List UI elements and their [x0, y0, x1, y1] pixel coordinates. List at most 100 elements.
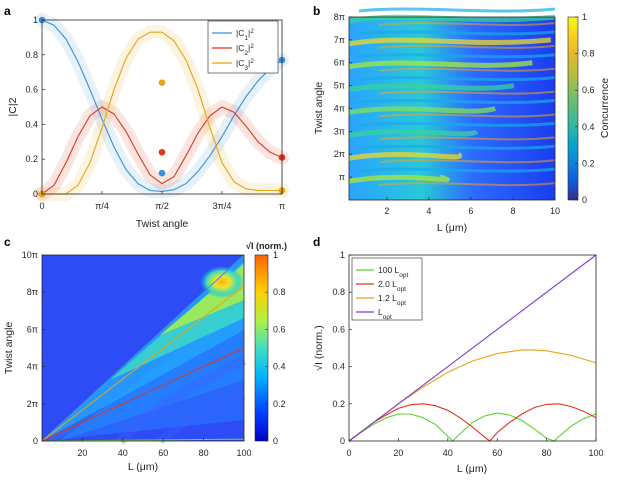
concurrence-band — [358, 7, 556, 13]
series-line — [348, 412, 597, 442]
colorbar-label-b: Concurrence — [599, 78, 611, 138]
colorbar-b — [567, 16, 579, 201]
panel-label-a: a — [4, 4, 11, 18]
y-tick-label: 0 — [33, 189, 38, 199]
y-tick-label: 0.2 — [25, 154, 38, 164]
x-tick-label: 100 — [588, 448, 603, 458]
concurrence-band — [358, 121, 556, 127]
y-tick-label: 0.6 — [25, 85, 38, 95]
y-tick-label: 0.6 — [332, 324, 345, 334]
x-tick-labels-b: 2 4 6 8 10 — [384, 206, 560, 216]
y-tick-label: 8π — [27, 287, 38, 297]
y-tick-label: 4π — [27, 362, 38, 372]
colorbar-ticks-b: 0 0.2 0.4 0.6 0.8 1 — [575, 12, 595, 205]
colorbar-tick-label: 0 — [582, 195, 587, 205]
legend-box-d — [351, 257, 423, 321]
y-tick-label: 0.4 — [25, 119, 38, 129]
x-axis-label-c: L (μm) — [128, 461, 158, 473]
colorbar-tick-label: 0.8 — [582, 49, 595, 59]
colorbar-tick-label: 0.4 — [273, 362, 286, 372]
series-line — [42, 31, 282, 195]
concurrence-band — [348, 14, 556, 24]
y-tick-labels-d: 0 0.2 0.4 0.6 0.8 1 — [332, 250, 345, 446]
x-tick-label: 40 — [443, 448, 453, 458]
concurrence-band — [378, 113, 556, 118]
concurrence-band — [348, 37, 552, 47]
plot-frame-c — [41, 254, 245, 442]
y-tick-label: 0.4 — [332, 362, 345, 372]
y-tick-labels-a: 0 0.2 0.4 0.6 0.8 1 — [25, 15, 38, 199]
x-tick-label: π — [279, 201, 285, 211]
concurrence-band — [348, 174, 450, 184]
colorbar-tick-label: 0.4 — [582, 122, 595, 132]
colorbar-tick-label: 0.2 — [273, 399, 286, 409]
concurrence-band — [378, 67, 556, 72]
x-axis-label-a: Twist angle — [136, 218, 189, 230]
x-tick-label: 8 — [510, 206, 515, 216]
x-tick-labels-a: 0 π/4 π/2 3π/4 π — [39, 201, 285, 211]
series-lines-d — [348, 254, 597, 442]
colorbar-tick-label: 0.6 — [582, 85, 595, 95]
y-tick-label: 10π — [22, 250, 38, 260]
y-tick-label: π — [339, 172, 345, 182]
concurrence-band — [378, 44, 556, 49]
concurrence-band — [358, 30, 556, 36]
y-tick-label: 1 — [33, 15, 38, 25]
panel-label-d: d — [313, 235, 320, 249]
data-point — [158, 148, 166, 156]
overlay-line — [41, 254, 245, 442]
colorbar-ticks-c: 0 0.2 0.4 0.6 0.8 1 — [265, 250, 286, 446]
data-point — [158, 79, 166, 86]
x-tick-label: 3π/4 — [213, 201, 232, 211]
series-line — [41, 106, 283, 195]
x-tick-label: 2 — [384, 206, 389, 216]
colorbar-tick-label: 1 — [582, 12, 587, 22]
ticks-a — [41, 19, 283, 195]
x-tick-label: 20 — [393, 448, 403, 458]
x-tick-label: 0 — [346, 448, 351, 458]
y-tick-label: 0.8 — [25, 50, 38, 60]
y-tick-label: 0.2 — [332, 399, 345, 409]
heatmap-b — [348, 7, 556, 200]
x-tick-label: π/4 — [95, 201, 109, 211]
y-tick-label: 6π — [27, 324, 38, 334]
x-tick-label: 60 — [492, 448, 502, 458]
y-axis-label-d: √I (norm.) — [313, 325, 325, 370]
concurrence-band — [348, 106, 496, 115]
panel-a: a 0 0.2 0.4 0.6 0.8 1 0 π/4 π/2 3π/4 π Twist angl… — [4, 4, 289, 230]
colorbar-label-c: √I (norm.) — [246, 241, 287, 251]
y-axis-label-b: Twist angle — [313, 82, 325, 135]
panel-c: c 0 2π 4π 6π 8π 10π 20 40 60 80 100 L (μm) Twist … — [3, 235, 287, 473]
concurrence-band — [358, 76, 556, 82]
plot-frame-d — [348, 254, 597, 442]
y-tick-label: 0.8 — [332, 287, 345, 297]
x-tick-label: 6 — [468, 206, 473, 216]
x-tick-label: 80 — [199, 448, 209, 458]
heatmap-c — [41, 254, 247, 445]
concurrence-band — [358, 144, 556, 150]
overlay-lines-c — [41, 254, 245, 442]
y-axis-label-a: |C|2 — [7, 97, 19, 116]
colorbar-tick-label: 1 — [273, 250, 278, 260]
y-tick-label: 6π — [334, 58, 345, 68]
x-tick-label: 4 — [426, 206, 431, 216]
colorbar-tick-label: 0.8 — [273, 287, 286, 297]
series-line — [348, 254, 597, 442]
panel-d: d 0 0.2 0.4 0.6 0.8 1 0 20 40 60 80 100 L (μm) √I … — [313, 235, 604, 475]
y-tick-label: 3π — [334, 126, 345, 136]
concurrence-band — [358, 53, 556, 59]
x-tick-labels-c: 20 40 60 80 100 — [77, 448, 251, 458]
x-tick-labels-d: 0 20 40 60 80 100 — [346, 448, 603, 458]
overlay-line — [41, 347, 245, 442]
concurrence-band — [348, 83, 515, 93]
concurrence-band — [348, 152, 462, 161]
y-tick-labels-b: π 2π 3π 4π 5π 6π 7π 8π — [334, 12, 345, 182]
y-tick-label: 5π — [334, 81, 345, 91]
x-tick-label: 80 — [542, 448, 552, 458]
x-tick-label: 0 — [39, 201, 44, 211]
y-tick-label: 0 — [33, 436, 38, 446]
colorbar-tick-label: 0.6 — [273, 324, 286, 334]
